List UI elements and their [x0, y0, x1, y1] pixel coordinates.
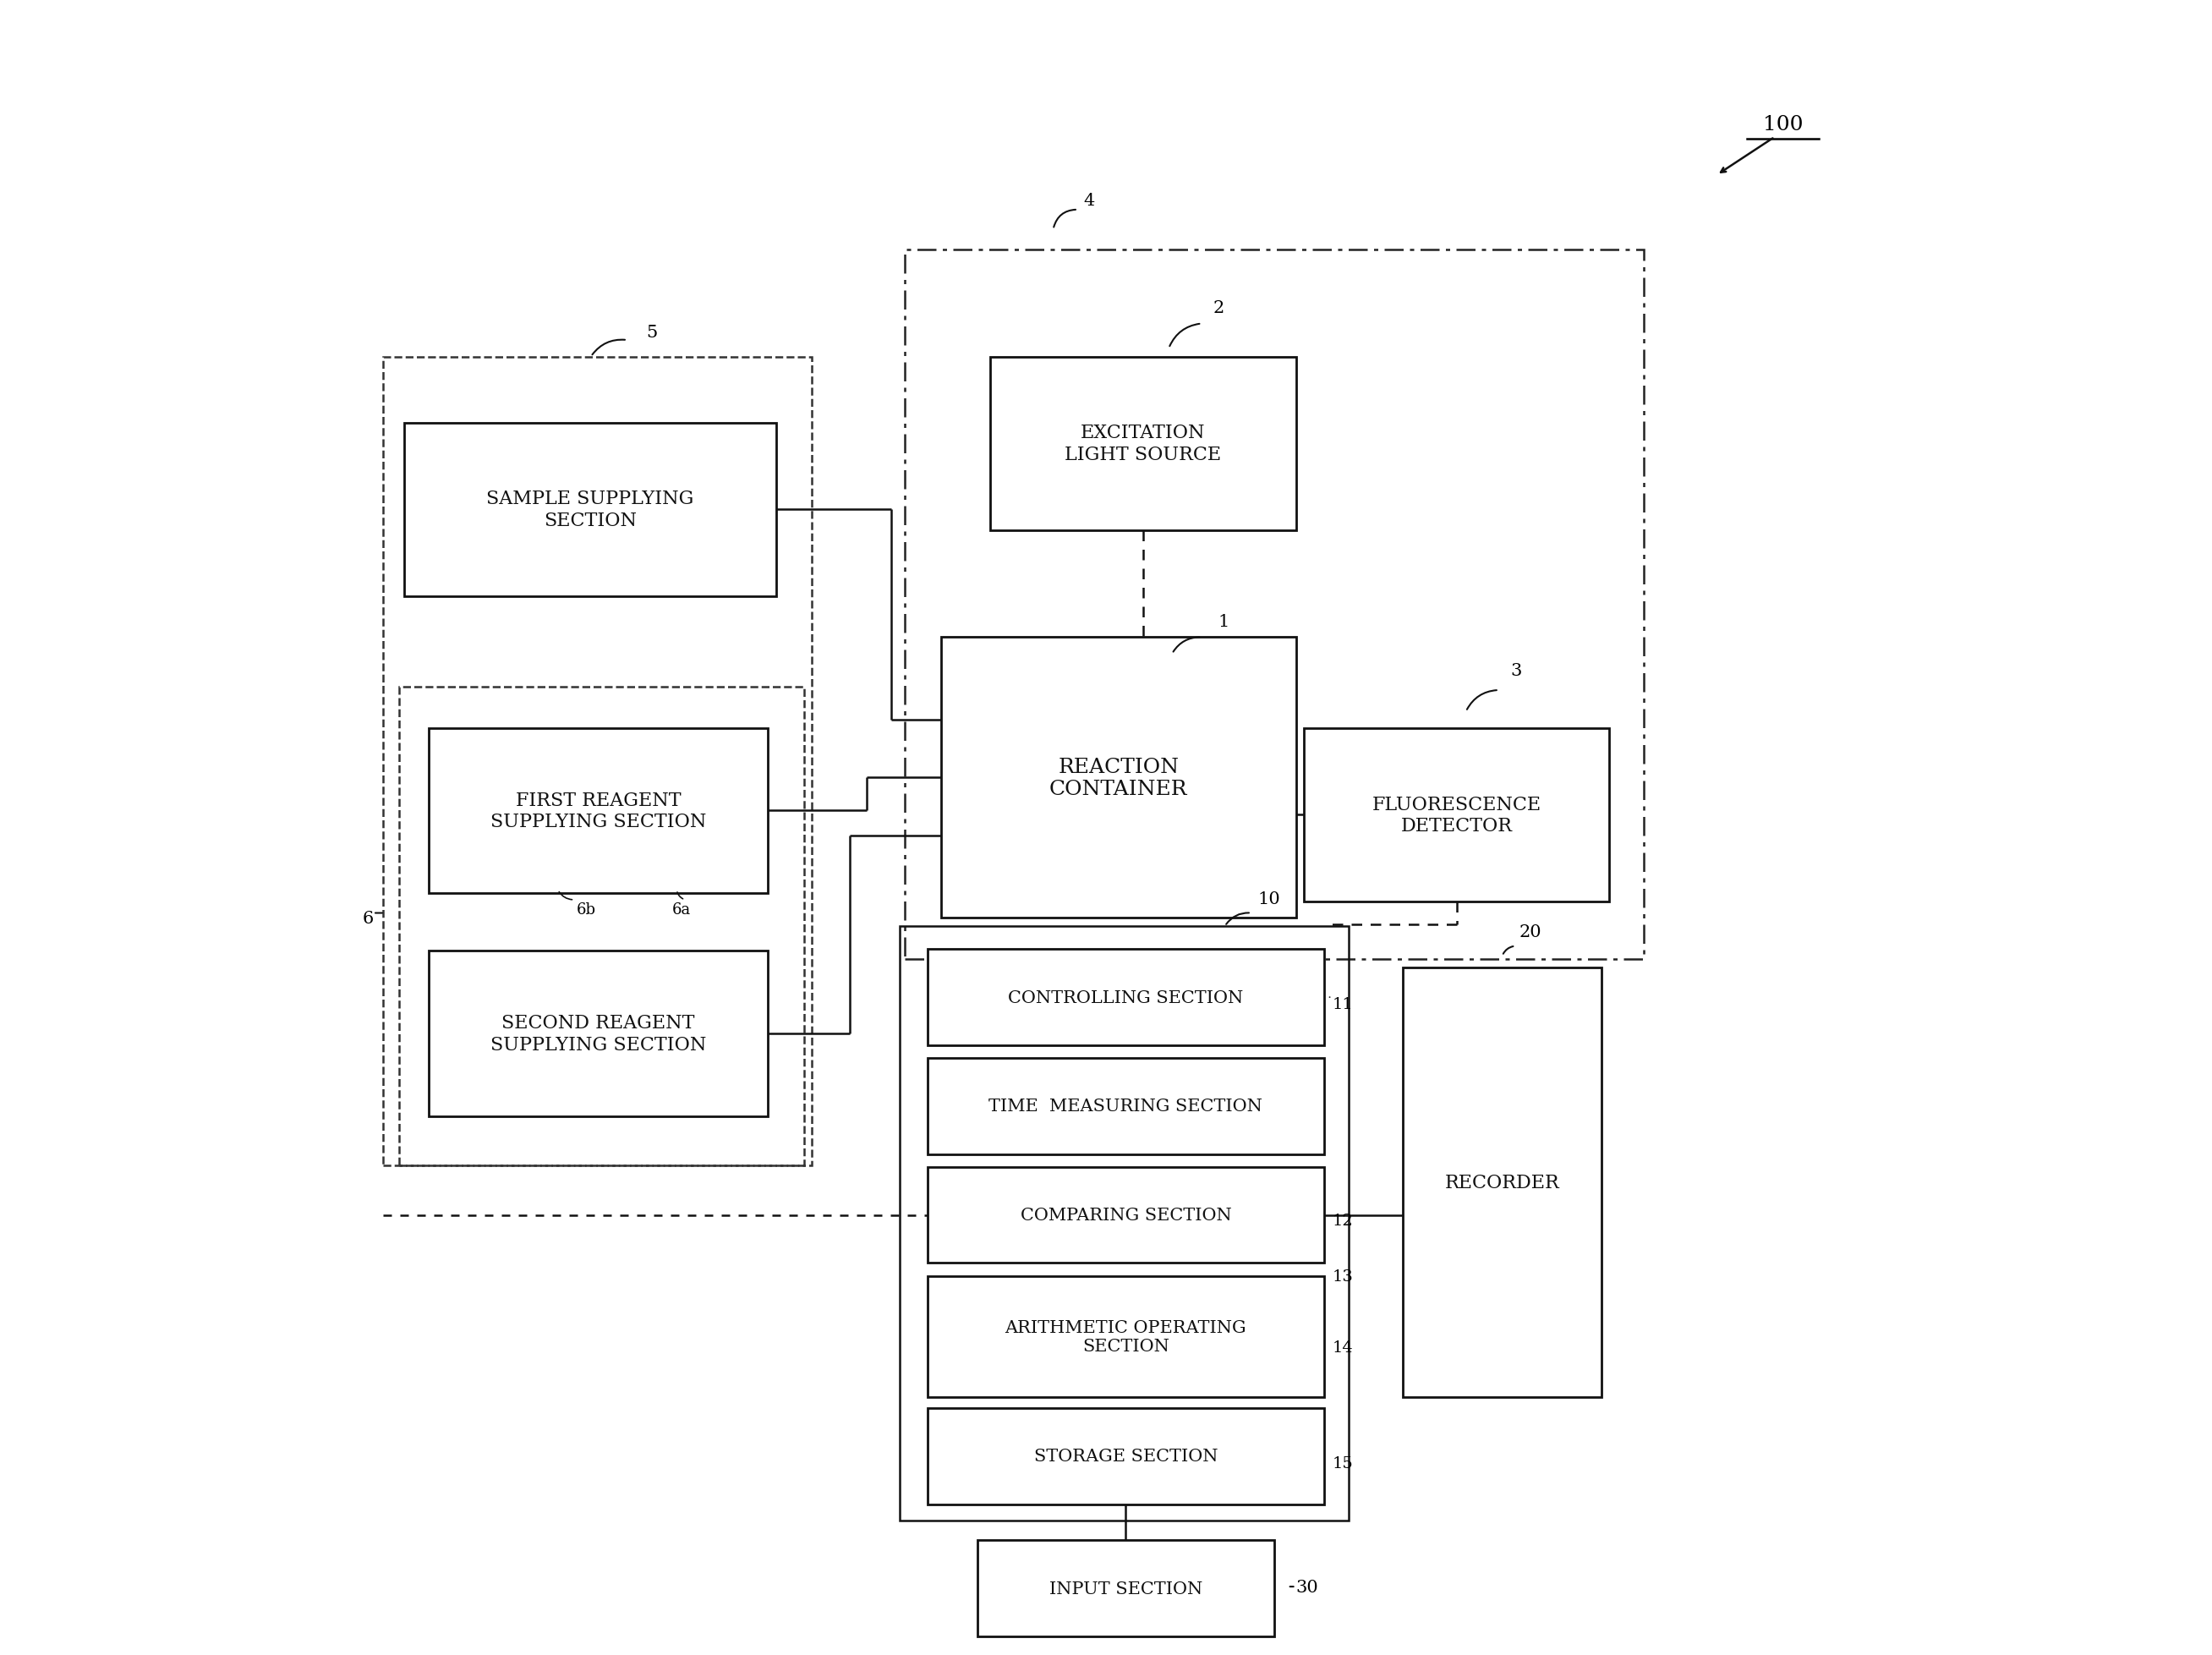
Text: TIME  MEASURING SECTION: TIME MEASURING SECTION: [989, 1099, 1263, 1114]
Text: 10: 10: [1259, 890, 1281, 907]
Text: 3: 3: [1511, 664, 1522, 679]
FancyBboxPatch shape: [927, 1408, 1325, 1504]
Text: STORAGE SECTION: STORAGE SECTION: [1033, 1448, 1219, 1465]
Text: 6: 6: [363, 910, 374, 927]
Text: 12: 12: [1332, 1213, 1354, 1228]
Text: FIRST REAGENT
SUPPLYING SECTION: FIRST REAGENT SUPPLYING SECTION: [491, 791, 706, 831]
Text: COMPARING SECTION: COMPARING SECTION: [1020, 1206, 1232, 1223]
Text: 100: 100: [1763, 114, 1803, 134]
Text: 6a: 6a: [672, 902, 690, 917]
FancyBboxPatch shape: [405, 424, 776, 596]
Text: 20: 20: [1520, 923, 1542, 940]
Text: SECOND REAGENT
SUPPLYING SECTION: SECOND REAGENT SUPPLYING SECTION: [491, 1015, 706, 1054]
FancyBboxPatch shape: [429, 728, 768, 894]
Text: 2: 2: [1214, 300, 1225, 316]
Text: 15: 15: [1332, 1455, 1354, 1471]
FancyBboxPatch shape: [940, 637, 1296, 919]
Text: 1: 1: [1219, 614, 1230, 629]
Text: REACTION
CONTAINER: REACTION CONTAINER: [1048, 756, 1188, 799]
FancyBboxPatch shape: [1402, 968, 1601, 1397]
Text: 5: 5: [646, 324, 657, 341]
Text: SAMPLE SUPPLYING
SECTION: SAMPLE SUPPLYING SECTION: [487, 490, 695, 530]
FancyBboxPatch shape: [978, 1541, 1274, 1637]
FancyBboxPatch shape: [429, 952, 768, 1117]
Text: 30: 30: [1296, 1579, 1318, 1595]
Text: 14: 14: [1332, 1341, 1354, 1355]
FancyBboxPatch shape: [927, 1167, 1325, 1263]
FancyBboxPatch shape: [927, 1059, 1325, 1154]
Text: INPUT SECTION: INPUT SECTION: [1048, 1581, 1203, 1597]
FancyBboxPatch shape: [1305, 728, 1610, 902]
Text: EXCITATION
LIGHT SOURCE: EXCITATION LIGHT SOURCE: [1064, 424, 1221, 463]
Text: RECORDER: RECORDER: [1444, 1173, 1559, 1192]
Text: ARITHMETIC OPERATING
SECTION: ARITHMETIC OPERATING SECTION: [1004, 1319, 1248, 1354]
FancyBboxPatch shape: [991, 357, 1296, 531]
Text: 6b: 6b: [577, 902, 595, 917]
Text: CONTROLLING SECTION: CONTROLLING SECTION: [1009, 990, 1243, 1006]
FancyBboxPatch shape: [927, 950, 1325, 1046]
Text: 11: 11: [1332, 996, 1354, 1011]
Text: 13: 13: [1332, 1269, 1354, 1284]
Text: FLUORESCENCE
DETECTOR: FLUORESCENCE DETECTOR: [1371, 794, 1542, 836]
Text: 4: 4: [1084, 192, 1095, 209]
FancyBboxPatch shape: [927, 1276, 1325, 1397]
